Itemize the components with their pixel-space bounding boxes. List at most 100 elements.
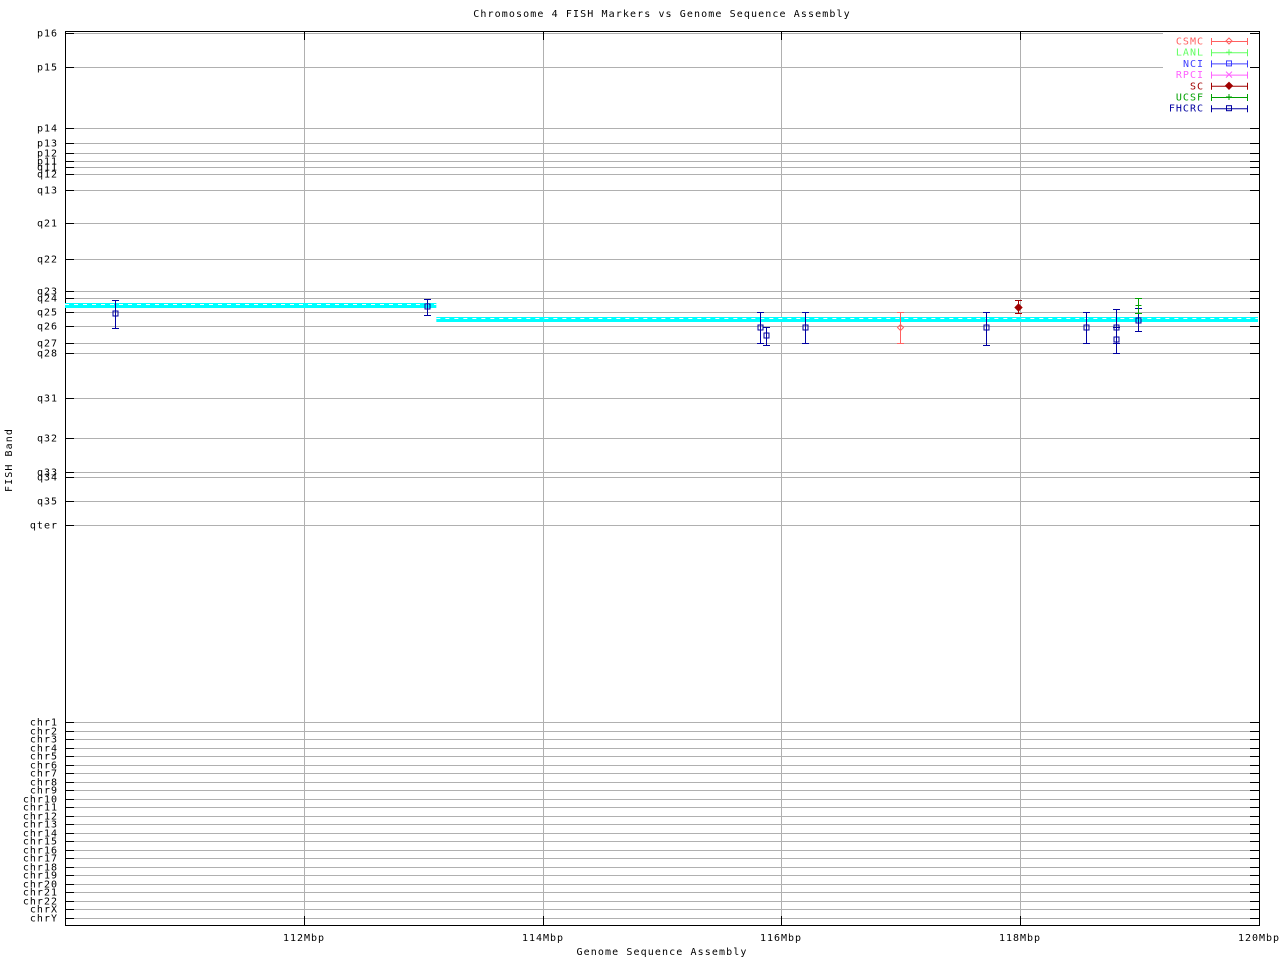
xtick-label-114Mbp: 114Mbp [522, 933, 564, 944]
ytick-label-chr16: chr16 [23, 846, 58, 857]
ytick-label-chr9: chr9 [30, 786, 58, 797]
point-FHCRC-117.71 [983, 312, 990, 346]
legend-background [1163, 33, 1257, 116]
ytick-label-chr4: chr4 [30, 744, 58, 755]
ytick-label-q23: q23 [37, 287, 58, 298]
ytick-label-chr11: chr11 [23, 803, 58, 814]
ytick-label-p13: p13 [37, 139, 58, 150]
ytick-label-q35: q35 [37, 497, 58, 508]
ytick-label-chr2: chr2 [30, 727, 58, 738]
legend-label-CSMC: CSMC [1176, 37, 1204, 48]
point-FHCRC-110.42 [112, 300, 119, 329]
ytick-label-chr6: chr6 [30, 761, 58, 772]
plot-border [65, 31, 1260, 926]
assembly-band-line [65, 303, 1258, 322]
legend-entry-CSMC: CSMC [1176, 37, 1248, 48]
marker-square [112, 310, 119, 317]
ytick-label-chr19: chr19 [23, 871, 58, 882]
legend-entry-FHCRC: FHCRC [1169, 104, 1248, 115]
ytick-label-chr13: chr13 [23, 820, 58, 831]
point-UCSF-118.99 [1135, 298, 1142, 314]
ytick-label-p14: p14 [37, 124, 58, 135]
ytick-label-p16: p16 [37, 29, 58, 40]
ytick-label-chr22: chr22 [23, 897, 58, 908]
legend-entry-SC: SC [1190, 81, 1248, 92]
ytick-label-chr15: chr15 [23, 837, 58, 848]
ytick-label-p15: p15 [37, 63, 58, 74]
ytick-label-chr12: chr12 [23, 812, 58, 823]
data-points [112, 298, 1142, 354]
marker-diamond [1225, 37, 1233, 45]
legend-label-SC: SC [1190, 81, 1204, 92]
marker-square [802, 324, 809, 331]
ytick-label-chr3: chr3 [30, 735, 58, 746]
legend-label-LANL: LANL [1176, 48, 1204, 59]
legend-label-RPCI: RPCI [1176, 70, 1204, 81]
plot-border-and-ticks [65, 31, 1260, 926]
ytick-label-chrX: chrX [30, 905, 58, 916]
ytick-label-q28: q28 [37, 349, 58, 360]
ytick-label-chr1: chr1 [30, 718, 58, 729]
point-CSMC-116.99 [896, 312, 905, 344]
ytick-label-chr21: chr21 [23, 888, 58, 899]
xtick-label-120Mbp: 120Mbp [1238, 933, 1280, 944]
legend-label-UCSF: UCSF [1176, 93, 1204, 104]
ytick-label-q32: q32 [37, 434, 58, 445]
marker-diamond-filled [1014, 303, 1023, 312]
ytick-label-q22: q22 [37, 255, 58, 266]
ytick-label-qter: qter [30, 521, 58, 532]
ytick-label-chr14: chr14 [23, 829, 58, 840]
marker-square [1226, 105, 1232, 112]
marker-square [1113, 336, 1120, 343]
point-FHCRC-115.87 [763, 327, 770, 346]
ytick-label-q11: q11 [37, 163, 58, 174]
ytick-label-q21: q21 [37, 219, 58, 230]
marker-square [1083, 324, 1090, 331]
ytick-label-p11: p11 [37, 157, 58, 168]
ytick-label-chr5: chr5 [30, 752, 58, 763]
ytick-label-q25: q25 [37, 308, 58, 319]
x-axis-label: Genome Sequence Assembly [576, 947, 748, 958]
legend-entry-LANL: LANL [1176, 48, 1248, 59]
ytick-label-q33: q33 [37, 468, 58, 479]
ytick-label-chr10: chr10 [23, 795, 58, 806]
point-FHCRC-118.8 [1113, 327, 1120, 354]
ytick-label-chrY: chrY [30, 914, 58, 925]
ytick-label-p12: p12 [37, 149, 58, 160]
ytick-label-q12: q12 [37, 170, 58, 181]
ytick-label-q13: q13 [37, 186, 58, 197]
ytick-label-q24: q24 [37, 294, 58, 305]
marker-square [424, 303, 431, 310]
marker-square [983, 324, 990, 331]
ytick-label-chr8: chr8 [30, 778, 58, 789]
ytick-label-q31: q31 [37, 394, 58, 405]
point-SC-117.98 [1014, 300, 1023, 314]
ytick-label-q34: q34 [37, 473, 58, 484]
ytick-label-chr18: chr18 [23, 863, 58, 874]
legend-label-NCI: NCI [1183, 59, 1204, 70]
marker-square [1135, 317, 1142, 324]
marker-cross [1225, 71, 1233, 78]
ytick-label-chr20: chr20 [23, 880, 58, 891]
gridlines [66, 32, 1258, 924]
marker-square [763, 332, 770, 339]
legend-entry-RPCI: RPCI [1176, 70, 1248, 81]
marker-square [1226, 60, 1232, 67]
xtick-label-116Mbp: 116Mbp [760, 933, 802, 944]
ytick-label-q26: q26 [37, 322, 58, 333]
point-FHCRC-115.82 [757, 312, 764, 344]
ytick-label-chr7: chr7 [30, 769, 58, 780]
point-FHCRC-118.55 [1083, 312, 1090, 344]
xtick-label-118Mbp: 118Mbp [999, 933, 1041, 944]
point-FHCRC-113.03 [424, 299, 431, 316]
legend-entry-NCI: NCI [1183, 59, 1248, 70]
ytick-label-chr17: chr17 [23, 854, 58, 865]
ytick-label-q27: q27 [37, 339, 58, 350]
legend-entry-UCSF: UCSF [1176, 93, 1248, 104]
marker-diamond-filled [1224, 81, 1234, 91]
legend-label-FHCRC: FHCRC [1169, 104, 1204, 115]
